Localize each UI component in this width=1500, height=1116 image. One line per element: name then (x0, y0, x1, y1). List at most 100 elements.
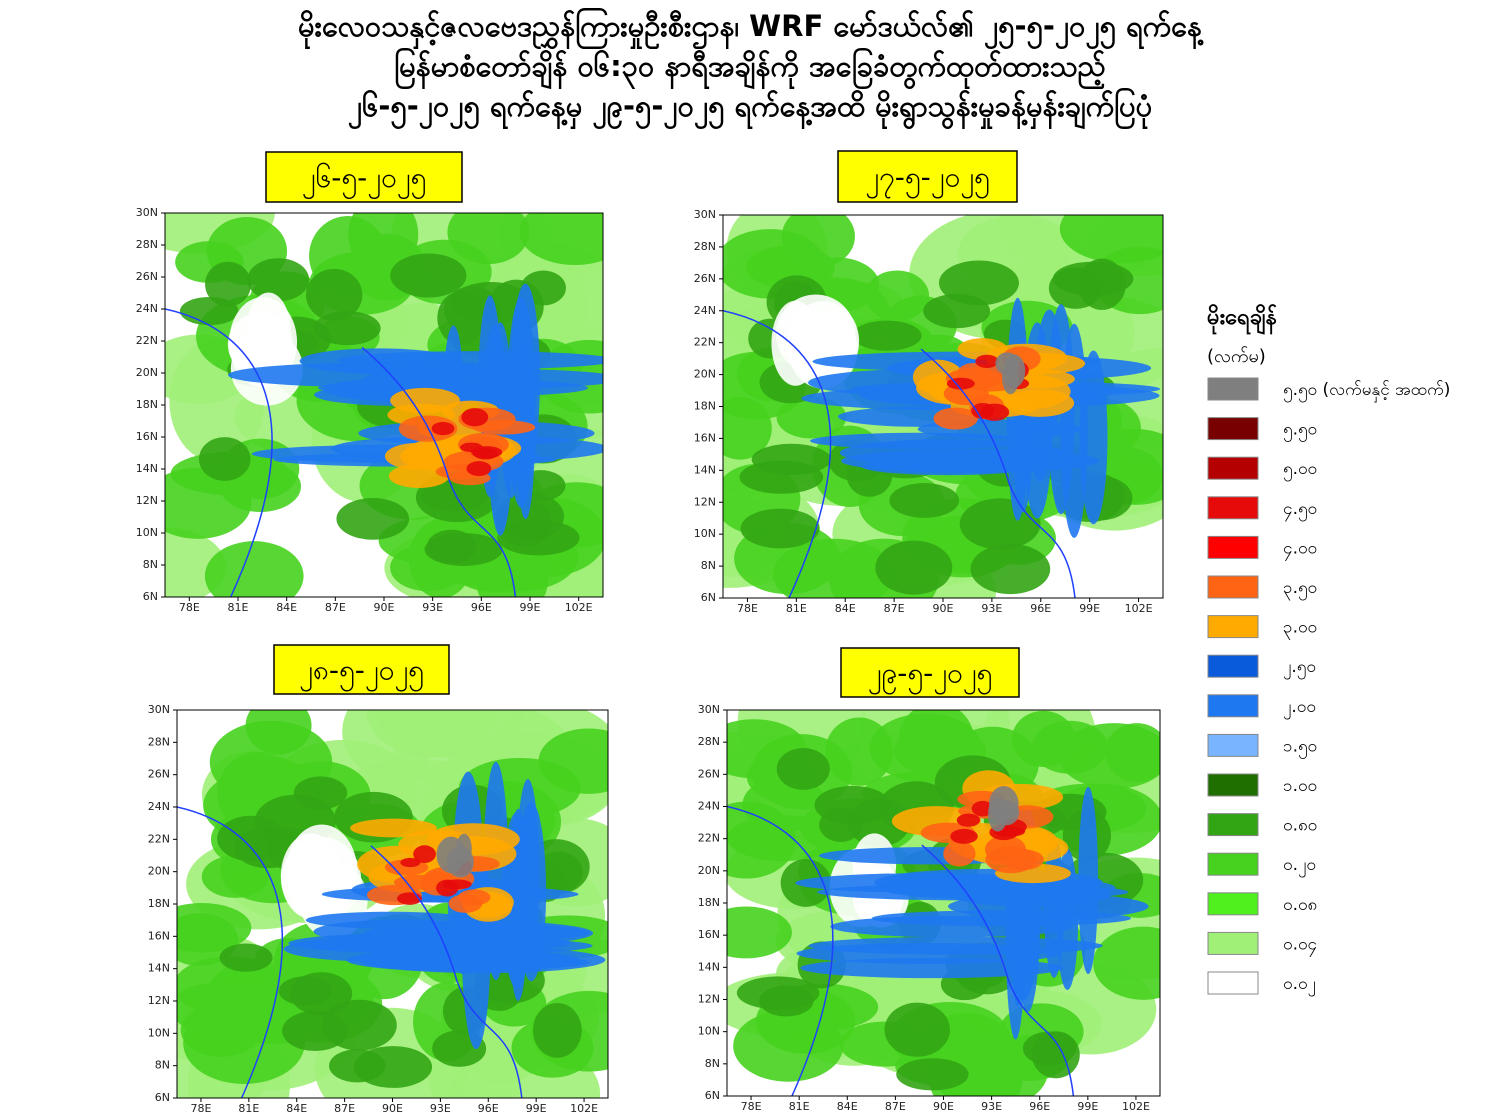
lat-tick-label: 18N (148, 897, 170, 910)
lon-tick-label: 93E (422, 601, 443, 614)
rain-area (390, 253, 467, 298)
rain-area (366, 710, 497, 758)
lon-tick-label: 99E (520, 601, 541, 614)
legend-label: ၁.၀၀ (1283, 776, 1317, 796)
rain-map (727, 710, 1160, 1096)
lat-tick-label: 16N (136, 430, 158, 443)
lat-tick-label: 22N (694, 336, 716, 349)
title-line: မြန်မာစံတော်ချိန် ၀၆:၃၀ နာရီအချိန်ကို အခ… (394, 48, 1105, 90)
rain-area (776, 396, 847, 439)
date-box (265, 151, 463, 203)
rain-area (353, 1046, 433, 1088)
rain-area (1004, 389, 1075, 417)
lat-tick-label: 18N (136, 398, 158, 411)
rain-area (177, 903, 252, 953)
rain-area (1093, 926, 1160, 1000)
lat-tick-label: 24N (694, 304, 716, 317)
rain-area (204, 541, 304, 597)
rain-area (471, 446, 503, 459)
rain-area (980, 403, 1010, 421)
lon-tick-label: 78E (737, 602, 758, 615)
lat-tick-label: 28N (694, 240, 716, 253)
lon-tick-label: 90E (374, 601, 395, 614)
lon-tick-label: 84E (835, 602, 856, 615)
lat-tick-label: 26N (694, 272, 716, 285)
panel-date: ၂၇-၅-၂၀၂၅ (865, 161, 989, 200)
lat-tick-label: 20N (136, 366, 158, 379)
lat-tick-label: 20N (694, 368, 716, 381)
lon-tick-label: 84E (276, 601, 297, 614)
rain-area (247, 258, 310, 302)
rain-area (889, 483, 960, 518)
lat-tick-label: 6N (705, 1089, 720, 1102)
lon-tick-label: 96E (1030, 602, 1051, 615)
legend-label: ၅.၅၀ (လက်မနှင့် အထက်) (1283, 380, 1450, 403)
legend-label: ၃.၀၀ (1283, 618, 1317, 641)
legend-swatch (1207, 496, 1259, 520)
rain-area (943, 840, 976, 867)
legend-label: ၃.၅၀ (1283, 578, 1317, 601)
rain-area (437, 291, 485, 346)
rain-area (896, 1058, 969, 1091)
lat-tick-label: 14N (136, 462, 158, 475)
lon-tick-label: 87E (325, 601, 346, 614)
lat-tick-label: 14N (698, 960, 720, 973)
lat-tick-label: 30N (136, 206, 158, 219)
rain-area (992, 800, 1020, 826)
rain-map (177, 710, 608, 1098)
lon-tick-label: 96E (471, 601, 492, 614)
lon-tick-label: 81E (789, 1100, 810, 1113)
lon-tick-label: 102E (1125, 602, 1153, 615)
legend-label: ၀.၈၀ (1283, 816, 1317, 836)
lat-tick-label: 22N (148, 832, 170, 845)
legend-swatch (1207, 456, 1259, 480)
rain-area (884, 1002, 950, 1057)
lon-tick-label: 78E (741, 1100, 762, 1113)
lon-tick-label: 93E (430, 1102, 451, 1115)
coastline (177, 806, 523, 1098)
lat-tick-label: 10N (148, 1026, 170, 1039)
legend-label: ၄.၅၀ (1283, 499, 1317, 522)
rain-area (933, 407, 978, 430)
legend-label: ၁.၅၀ (1283, 736, 1317, 759)
rain-area (497, 520, 580, 556)
legend-swatch (1207, 417, 1259, 441)
rain-area (466, 461, 492, 477)
rain-area (875, 540, 953, 595)
lat-tick-label: 24N (698, 800, 720, 813)
rain-area (759, 985, 814, 1017)
lat-tick-label: 28N (136, 238, 158, 251)
lat-tick-label: 16N (148, 929, 170, 942)
rain-area (984, 835, 1026, 864)
rain-area (1078, 786, 1099, 975)
legend-swatch (1207, 931, 1259, 955)
lon-tick-label: 87E (884, 602, 905, 615)
rain-area (219, 943, 273, 972)
legend-swatch (1207, 852, 1259, 876)
legend-label: ၅.၅၀ (1283, 420, 1317, 443)
lon-tick-label: 84E (837, 1100, 858, 1113)
legend-label: ၀.၂၀ (1283, 855, 1316, 878)
rain-area (1002, 360, 1019, 395)
panel-date: ၂၈-၅-၂၀၂၅ (299, 654, 424, 693)
lat-tick-label: 18N (694, 400, 716, 413)
lon-tick-label: 93E (981, 602, 1002, 615)
legend-swatch (1207, 813, 1259, 837)
rain-area (336, 497, 410, 540)
rain-area (800, 957, 1064, 979)
rain-area (393, 874, 448, 890)
lat-tick-label: 22N (698, 832, 720, 845)
lon-tick-label: 78E (190, 1102, 211, 1115)
coastline (723, 310, 1076, 598)
lon-tick-label: 81E (238, 1102, 259, 1115)
legend-label: ၂.၅၀ (1283, 657, 1316, 680)
rain-map (723, 215, 1163, 598)
rain-area (198, 437, 251, 481)
lat-tick-label: 28N (148, 735, 170, 748)
lon-tick-label: 90E (933, 602, 954, 615)
lat-tick-label: 18N (698, 896, 720, 909)
lon-tick-label: 87E (334, 1102, 355, 1115)
rain-area (727, 906, 792, 959)
legend-swatch (1207, 892, 1259, 916)
